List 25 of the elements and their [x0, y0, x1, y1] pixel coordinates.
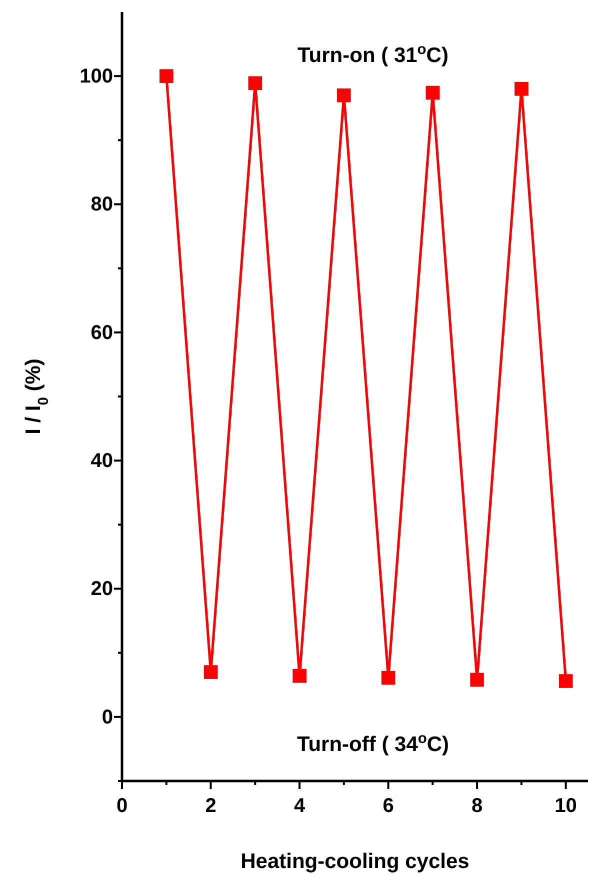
point: [159, 69, 174, 83]
y-tick-label: 100: [80, 65, 113, 88]
x-axis-title: Heating-cooling cycles: [240, 850, 470, 873]
y-tick-label: 20: [90, 578, 113, 600]
point: [514, 82, 528, 96]
point: [558, 674, 573, 688]
y-tick-label: 0: [102, 706, 113, 728]
point: [470, 672, 484, 687]
point: [381, 670, 396, 685]
y-tick-label: 60: [90, 322, 113, 344]
point: [426, 86, 440, 100]
x-tick-label: 6: [382, 795, 394, 817]
x-tick-label: 4: [294, 795, 306, 817]
point: [248, 76, 262, 90]
x-tick-label: 2: [205, 795, 216, 817]
point: [292, 669, 306, 683]
point: [337, 88, 351, 102]
annotation: Turn-on ( 31$^{o}$C): [298, 42, 448, 67]
y-tick-label: 40: [90, 450, 113, 472]
x-tick-label: 8: [471, 795, 483, 817]
x-tick-label: 0: [116, 795, 128, 817]
x-tick-label: 10: [554, 795, 577, 817]
point: [204, 665, 218, 679]
y-tick-label: 80: [90, 194, 113, 216]
annotation: Turn-off ( 34$^{o}$C): [296, 731, 450, 756]
